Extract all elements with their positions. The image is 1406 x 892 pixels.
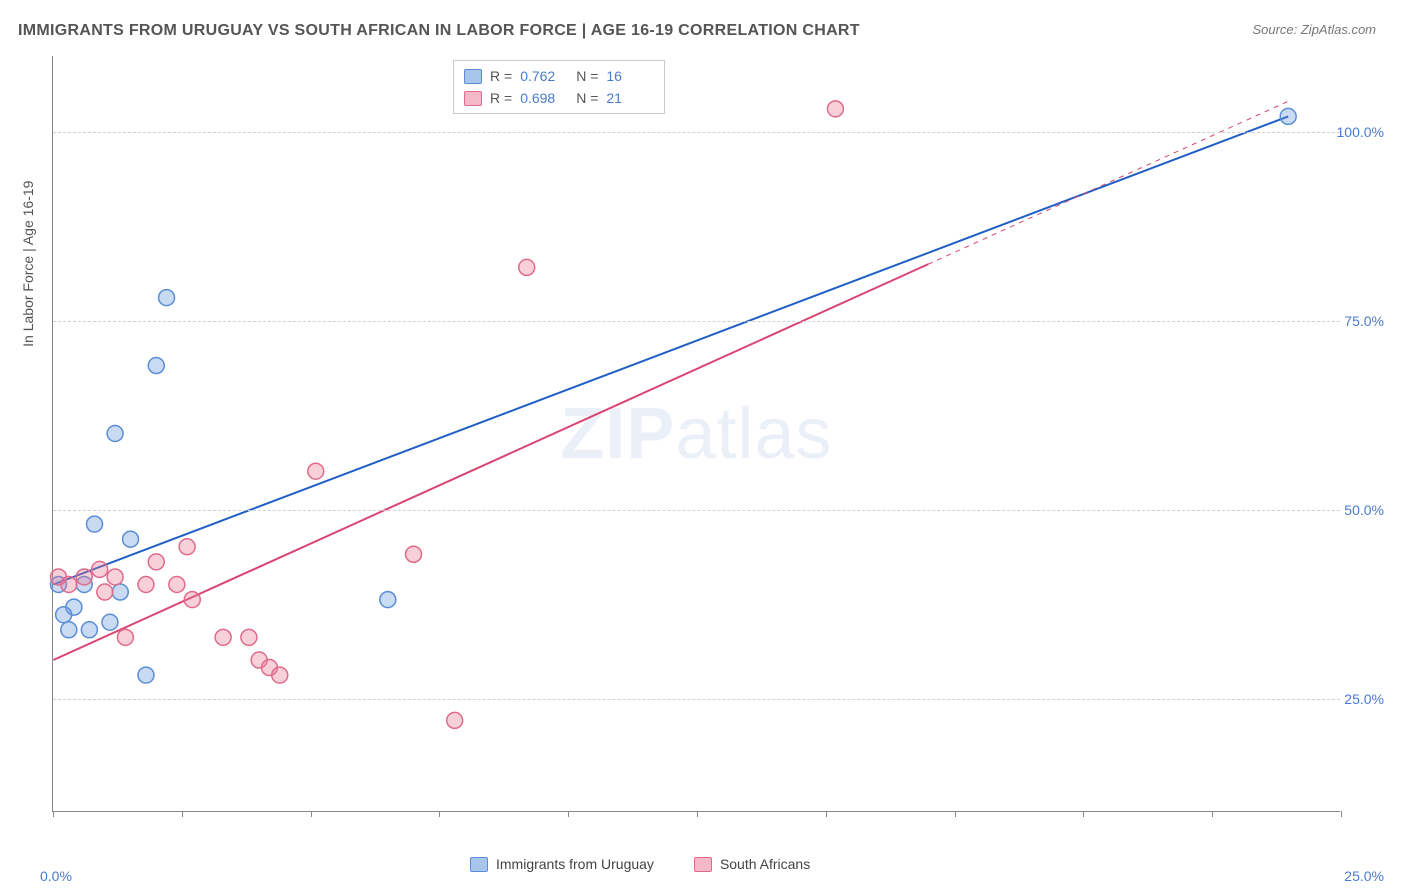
trend-line-0 bbox=[53, 116, 1288, 584]
data-point bbox=[827, 101, 843, 117]
data-point bbox=[123, 531, 139, 547]
legend-swatch-1 bbox=[464, 91, 482, 106]
x-tick bbox=[311, 811, 312, 817]
data-point bbox=[61, 577, 77, 593]
legend-swatch-0 bbox=[464, 69, 482, 84]
y-tick-label: 100.0% bbox=[1337, 124, 1384, 140]
x-tick bbox=[1341, 811, 1342, 817]
legend-n-label-1: N = bbox=[576, 90, 598, 106]
data-point bbox=[148, 554, 164, 570]
x-tick bbox=[1083, 811, 1084, 817]
plot-area: ZIPatlas R = 0.762 N = 16 R = 0.698 N = … bbox=[52, 56, 1340, 812]
legend-series-name-1: South Africans bbox=[720, 856, 810, 872]
legend-r-label-1: R = bbox=[490, 90, 512, 106]
y-tick-label: 50.0% bbox=[1344, 502, 1384, 518]
legend-item-0: Immigrants from Uruguay bbox=[470, 856, 654, 872]
trend-line-dash-1 bbox=[928, 101, 1288, 264]
x-tick-label-max: 25.0% bbox=[1344, 868, 1384, 884]
data-point bbox=[169, 577, 185, 593]
y-axis-label: In Labor Force | Age 16-19 bbox=[20, 181, 36, 347]
data-point bbox=[447, 712, 463, 728]
x-tick bbox=[53, 811, 54, 817]
data-point bbox=[66, 599, 82, 615]
data-point bbox=[107, 426, 123, 442]
data-point bbox=[112, 584, 128, 600]
gridline-h bbox=[53, 132, 1340, 133]
legend-r-val-1: 0.698 bbox=[520, 90, 568, 106]
chart-container: IMMIGRANTS FROM URUGUAY VS SOUTH AFRICAN… bbox=[0, 0, 1406, 892]
x-tick bbox=[439, 811, 440, 817]
data-point bbox=[272, 667, 288, 683]
data-point bbox=[97, 584, 113, 600]
legend-n-label-0: N = bbox=[576, 68, 598, 84]
data-point bbox=[76, 569, 92, 585]
legend-stats: R = 0.762 N = 16 R = 0.698 N = 21 bbox=[453, 60, 665, 114]
legend-n-val-1: 21 bbox=[606, 90, 654, 106]
x-tick bbox=[182, 811, 183, 817]
gridline-h bbox=[53, 699, 1340, 700]
data-point bbox=[61, 622, 77, 638]
data-point bbox=[241, 629, 257, 645]
data-point bbox=[117, 629, 133, 645]
x-tick-label-min: 0.0% bbox=[40, 868, 72, 884]
data-point bbox=[406, 546, 422, 562]
data-point bbox=[102, 614, 118, 630]
data-point bbox=[107, 569, 123, 585]
data-point bbox=[179, 539, 195, 555]
x-tick bbox=[1212, 811, 1213, 817]
data-point bbox=[308, 463, 324, 479]
legend-n-val-0: 16 bbox=[606, 68, 654, 84]
data-point bbox=[138, 667, 154, 683]
x-tick bbox=[955, 811, 956, 817]
chart-title: IMMIGRANTS FROM URUGUAY VS SOUTH AFRICAN… bbox=[18, 22, 860, 40]
legend-bottom: Immigrants from Uruguay South Africans bbox=[470, 856, 810, 872]
data-point bbox=[138, 577, 154, 593]
data-point bbox=[380, 592, 396, 608]
data-point bbox=[215, 629, 231, 645]
x-tick bbox=[697, 811, 698, 817]
source-label: Source: ZipAtlas.com bbox=[1252, 22, 1376, 37]
data-point bbox=[184, 592, 200, 608]
data-point bbox=[148, 358, 164, 374]
legend-r-val-0: 0.762 bbox=[520, 68, 568, 84]
y-tick-label: 25.0% bbox=[1344, 691, 1384, 707]
data-point bbox=[87, 516, 103, 532]
data-point bbox=[519, 259, 535, 275]
y-tick-label: 75.0% bbox=[1344, 313, 1384, 329]
x-tick bbox=[826, 811, 827, 817]
gridline-h bbox=[53, 510, 1340, 511]
data-point bbox=[92, 561, 108, 577]
legend-stats-row-1: R = 0.698 N = 21 bbox=[464, 87, 654, 109]
x-tick bbox=[568, 811, 569, 817]
legend-r-label-0: R = bbox=[490, 68, 512, 84]
legend-item-1: South Africans bbox=[694, 856, 810, 872]
data-point bbox=[159, 290, 175, 306]
legend-bottom-swatch-0 bbox=[470, 857, 488, 872]
legend-series-name-0: Immigrants from Uruguay bbox=[496, 856, 654, 872]
data-point bbox=[1280, 108, 1296, 124]
legend-bottom-swatch-1 bbox=[694, 857, 712, 872]
gridline-h bbox=[53, 321, 1340, 322]
legend-stats-row-0: R = 0.762 N = 16 bbox=[464, 65, 654, 87]
data-point bbox=[81, 622, 97, 638]
